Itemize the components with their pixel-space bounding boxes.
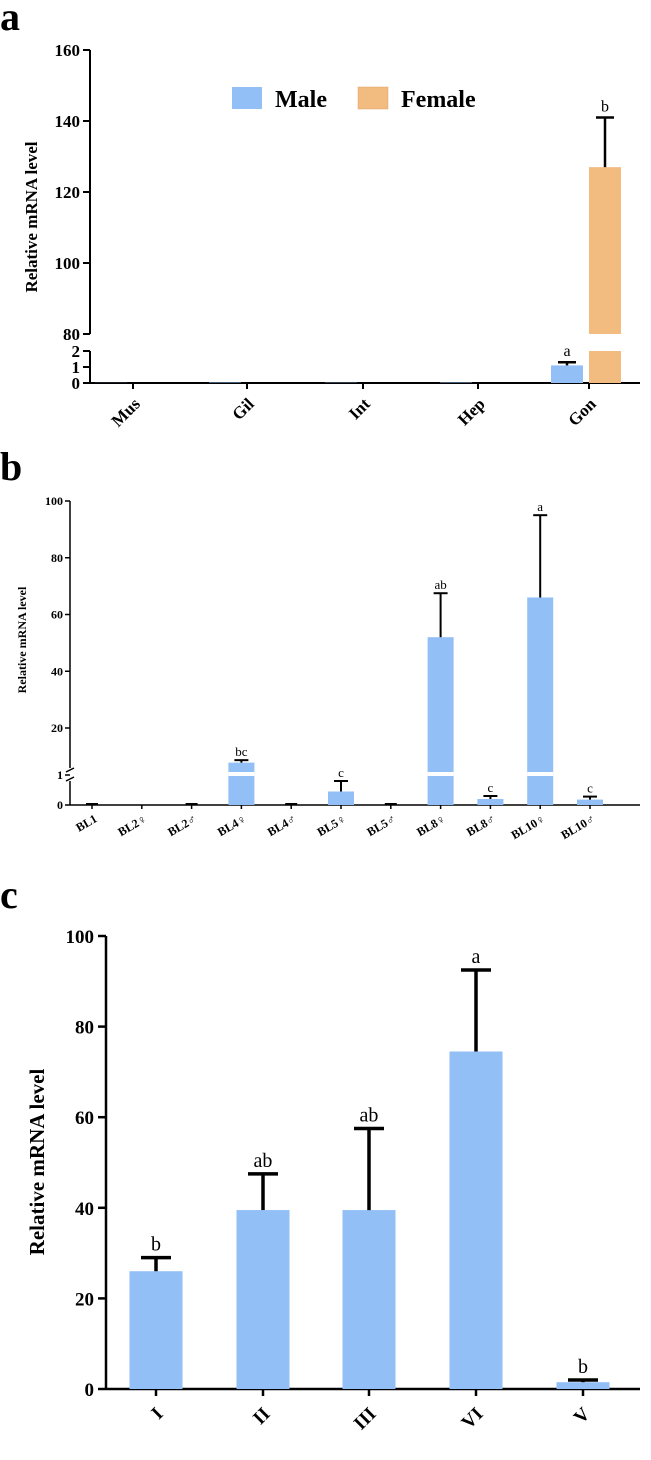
c-tick-label-1: 20: [75, 1289, 94, 1310]
a-x-tick-label-3: Hep: [454, 394, 489, 429]
b-tick-label-upper-4: 100: [45, 494, 63, 508]
b-sig-label-7: ab: [434, 577, 446, 592]
b-tick-label-lower-1: 1: [57, 768, 63, 782]
c-tick-label-0: 0: [85, 1380, 95, 1401]
c-sig-label-1: ab: [254, 1150, 273, 1172]
c-tick-label-5: 100: [66, 927, 95, 948]
c-bar-3: [449, 1051, 503, 1389]
c-tick-label-2: 40: [75, 1199, 94, 1220]
a-y-axis-label: Relative mRNA level: [22, 141, 41, 292]
c-sig-label-2: ab: [360, 1105, 379, 1127]
b-axis-break-1: [65, 767, 75, 773]
b-x-tick-label-0: BL1: [73, 811, 99, 834]
a-legend-label-1: Female: [401, 87, 476, 113]
b-bar-break-3: [228, 772, 255, 776]
c-bar-1: [236, 1210, 290, 1389]
a-tick-label-lower-1: 1: [72, 358, 81, 377]
a-bar-upper-female-4: [589, 167, 621, 334]
b-sig-label-9: a: [537, 499, 543, 514]
c-bar-2: [342, 1210, 396, 1389]
c-tick-label-3: 60: [75, 1108, 94, 1129]
c-x-tick-label-0: I: [147, 1404, 167, 1424]
c-bar-4: [556, 1382, 610, 1389]
c-x-tick-label-4: V: [570, 1403, 595, 1428]
b-sig-label-3: bc: [235, 744, 248, 759]
a-tick-label-upper-3: 140: [55, 112, 81, 131]
a-tick-label-upper-1: 100: [55, 254, 81, 273]
b-axis-break-2: [65, 776, 75, 782]
b-bar-break-7: [427, 772, 454, 776]
b-tick-label-upper-1: 40: [51, 664, 63, 678]
b-sig-label-10: c: [587, 781, 593, 796]
panel-label-a: a: [0, 0, 20, 39]
panel-a-chart: 80 100 120 140 160 012 Relative mRNA level Mus G…: [22, 41, 640, 431]
b-bar-5: [328, 791, 354, 805]
a-x-tick-label-2: Int: [345, 394, 374, 423]
b-bar-break-9: [527, 772, 554, 776]
panel-b-chart: 20 40 60 80 100 0 1 Relative mRNA level BL1 BL2♀ B…: [15, 494, 640, 842]
b-sig-label-8: c: [488, 780, 494, 795]
b-tick-label-upper-2: 60: [51, 608, 63, 622]
a-tick-label-lower-2: 2: [72, 342, 81, 361]
a-legend-label-0: Male: [275, 87, 327, 113]
c-x-tick-label-2: III: [350, 1404, 381, 1435]
a-legend-swatch-1: [357, 86, 389, 110]
a-bar-male-4: [551, 365, 583, 383]
b-x-tick-label-6: BL5♂: [364, 811, 398, 839]
c-x-tick-label-3: VI: [458, 1404, 488, 1434]
panel-label-b: b: [0, 444, 22, 489]
a-x-tick-label-4: Gon: [564, 394, 600, 430]
c-y-axis-label: Relative mRNA level: [25, 1069, 49, 1256]
c-x-tick-label-1: II: [249, 1404, 274, 1429]
c-sig-label-0: b: [151, 1234, 161, 1256]
a-tick-label-upper-0: 80: [63, 325, 80, 344]
b-x-tick-label-3: BL4♀: [215, 811, 249, 839]
a-tick-label-upper-2: 120: [55, 183, 81, 202]
b-x-tick-label-10: BL10♂: [558, 811, 597, 842]
b-x-tick-label-5: BL5♀: [315, 811, 349, 839]
b-bar-7: [427, 637, 454, 805]
a-x-tick-label-1: Gil: [228, 394, 258, 424]
a-sig-label-male-4: a: [563, 343, 570, 360]
b-x-tick-label-9: BL10♀: [509, 811, 548, 842]
b-x-tick-label-1: BL2♀: [115, 811, 149, 839]
panel-label-c: c: [0, 872, 18, 917]
c-bar-0: [129, 1271, 183, 1389]
a-x-tick-label-0: Mus: [108, 394, 144, 430]
b-bar-9: [527, 597, 554, 805]
a-tick-label-upper-4: 160: [55, 41, 81, 60]
b-x-tick-label-8: BL8♂: [464, 811, 498, 839]
a-bar-female-4: [589, 351, 621, 383]
b-x-tick-label-4: BL4♂: [265, 811, 299, 839]
b-tick-label-upper-3: 80: [51, 551, 63, 565]
b-bar-10: [577, 799, 603, 805]
c-sig-label-3: a: [472, 946, 481, 968]
b-tick-label-upper-0: 20: [51, 721, 63, 735]
b-tick-label-lower-0: 0: [57, 798, 63, 812]
c-sig-label-4: b: [578, 1356, 588, 1378]
b-sig-label-5: c: [338, 765, 344, 780]
b-x-tick-label-7: BL8♀: [414, 811, 448, 839]
b-bar-8: [477, 799, 504, 805]
a-tick-label-lower-0: 0: [72, 374, 81, 393]
b-x-tick-label-2: BL2♂: [165, 811, 199, 839]
c-tick-label-4: 80: [75, 1018, 94, 1039]
a-sig-label-female-4: b: [601, 98, 609, 115]
a-legend-swatch-0: [232, 87, 262, 109]
b-y-axis-label: Relative mRNA level: [15, 586, 29, 693]
b-bar-3: [228, 762, 255, 805]
